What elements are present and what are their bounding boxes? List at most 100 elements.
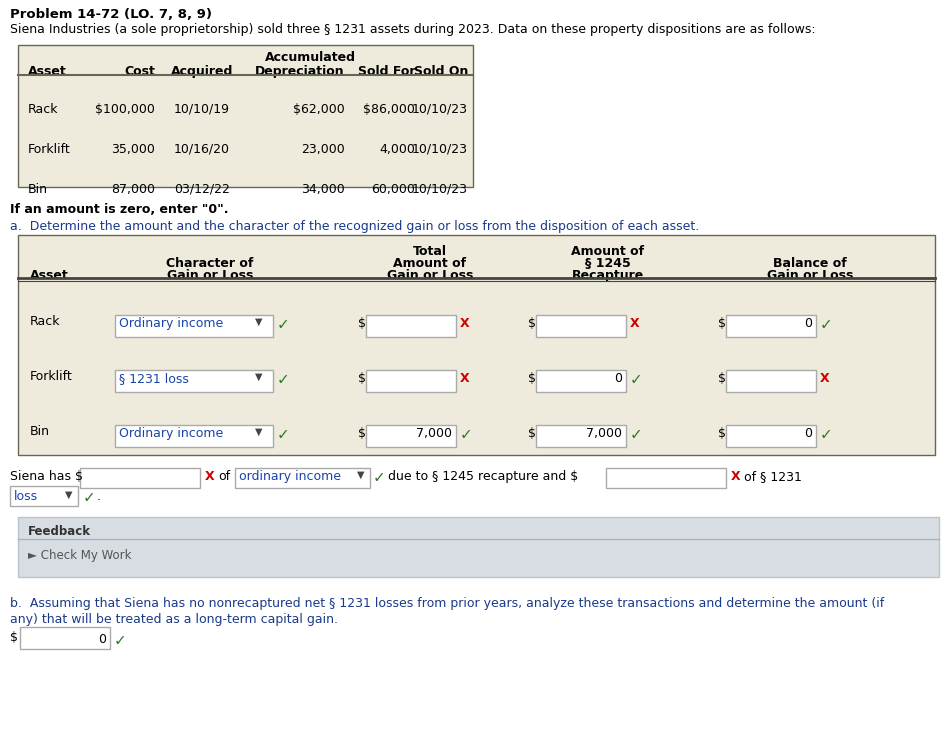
Text: Gain or Loss: Gain or Loss xyxy=(386,269,474,282)
FancyBboxPatch shape xyxy=(366,425,456,447)
Text: ▼: ▼ xyxy=(65,490,73,500)
Text: $: $ xyxy=(10,631,18,644)
FancyBboxPatch shape xyxy=(726,425,816,447)
Text: ▼: ▼ xyxy=(255,427,262,437)
FancyBboxPatch shape xyxy=(366,370,456,392)
Text: Ordinary income: Ordinary income xyxy=(119,427,223,440)
FancyBboxPatch shape xyxy=(536,370,626,392)
Text: Recapture: Recapture xyxy=(572,269,644,282)
Text: $: $ xyxy=(718,427,726,440)
Text: Feedback: Feedback xyxy=(28,525,91,538)
Text: a.  Determine the amount and the character of the recognized gain or loss from t: a. Determine the amount and the characte… xyxy=(10,220,699,233)
FancyBboxPatch shape xyxy=(726,370,816,392)
Text: $: $ xyxy=(718,372,726,385)
Text: 10/10/23: 10/10/23 xyxy=(412,183,468,196)
Text: Gain or Loss: Gain or Loss xyxy=(767,269,853,282)
FancyBboxPatch shape xyxy=(80,468,200,488)
FancyBboxPatch shape xyxy=(606,468,726,488)
Text: Amount of: Amount of xyxy=(393,257,467,270)
Text: X: X xyxy=(630,317,639,330)
Text: ✓: ✓ xyxy=(373,470,385,485)
Text: $: $ xyxy=(718,317,726,330)
Text: 7,000: 7,000 xyxy=(586,427,622,440)
Text: Siena Industries (a sole proprietorship) sold three § 1231 assets during 2023. D: Siena Industries (a sole proprietorship)… xyxy=(10,23,815,36)
Text: Depreciation: Depreciation xyxy=(256,65,345,78)
Text: ✓: ✓ xyxy=(83,490,96,505)
FancyBboxPatch shape xyxy=(235,468,370,488)
FancyBboxPatch shape xyxy=(366,315,456,337)
Text: 87,000: 87,000 xyxy=(111,183,155,196)
Text: ✓: ✓ xyxy=(820,427,832,442)
Text: ✓: ✓ xyxy=(820,317,832,332)
Text: § 1231 loss: § 1231 loss xyxy=(119,372,188,385)
Text: ✓: ✓ xyxy=(630,427,643,442)
Text: Amount of: Amount of xyxy=(571,245,645,258)
FancyBboxPatch shape xyxy=(115,370,273,392)
Text: Bin: Bin xyxy=(30,425,50,438)
Text: ✓: ✓ xyxy=(630,372,643,387)
FancyBboxPatch shape xyxy=(115,425,273,447)
Text: 03/12/22: 03/12/22 xyxy=(174,183,230,196)
Text: Ordinary income: Ordinary income xyxy=(119,317,223,330)
Text: 34,000: 34,000 xyxy=(301,183,345,196)
Text: X: X xyxy=(731,470,741,483)
Text: $100,000: $100,000 xyxy=(95,103,155,116)
Text: $: $ xyxy=(528,372,536,385)
Text: ✓: ✓ xyxy=(460,427,473,442)
Text: ✓: ✓ xyxy=(114,633,127,648)
Text: ✓: ✓ xyxy=(277,317,290,332)
Text: $: $ xyxy=(528,427,536,440)
FancyBboxPatch shape xyxy=(18,517,939,577)
Text: ▼: ▼ xyxy=(255,317,262,327)
FancyBboxPatch shape xyxy=(726,315,816,337)
Text: Forklift: Forklift xyxy=(30,370,73,383)
Text: b.  Assuming that Siena has no nonrecaptured net § 1231 losses from prior years,: b. Assuming that Siena has no nonrecaptu… xyxy=(10,597,884,610)
Text: Cost: Cost xyxy=(124,65,155,78)
Text: ✓: ✓ xyxy=(277,427,290,442)
Text: Asset: Asset xyxy=(28,65,66,78)
Text: Accumulated: Accumulated xyxy=(264,51,355,64)
Text: ▼: ▼ xyxy=(255,372,262,382)
Text: $: $ xyxy=(358,372,366,385)
Text: Bin: Bin xyxy=(28,183,48,196)
Text: 7,000: 7,000 xyxy=(416,427,452,440)
Text: 10/10/19: 10/10/19 xyxy=(174,103,230,116)
Text: ► Check My Work: ► Check My Work xyxy=(28,549,132,562)
Text: 4,000: 4,000 xyxy=(379,143,415,156)
Text: § 1245: § 1245 xyxy=(585,257,631,270)
Text: 10/10/23: 10/10/23 xyxy=(412,103,468,116)
Text: Acquired: Acquired xyxy=(170,65,233,78)
FancyBboxPatch shape xyxy=(10,486,78,506)
Text: 35,000: 35,000 xyxy=(111,143,155,156)
FancyBboxPatch shape xyxy=(18,45,473,187)
Text: loss: loss xyxy=(14,490,38,503)
Text: ▼: ▼ xyxy=(357,470,365,480)
Text: $: $ xyxy=(528,317,536,330)
Text: due to § 1245 recapture and $: due to § 1245 recapture and $ xyxy=(388,470,579,483)
Text: .: . xyxy=(97,490,101,503)
Text: 0: 0 xyxy=(98,633,106,646)
Text: 0: 0 xyxy=(804,317,812,330)
Text: $: $ xyxy=(358,317,366,330)
Text: 10/10/23: 10/10/23 xyxy=(412,143,468,156)
Text: Sold For: Sold For xyxy=(358,65,415,78)
Text: Character of: Character of xyxy=(167,257,254,270)
Text: ordinary income: ordinary income xyxy=(239,470,341,483)
Text: 60,000: 60,000 xyxy=(371,183,415,196)
Text: Total: Total xyxy=(413,245,447,258)
FancyBboxPatch shape xyxy=(536,425,626,447)
Text: of: of xyxy=(218,470,230,483)
Text: Forklift: Forklift xyxy=(28,143,71,156)
FancyBboxPatch shape xyxy=(536,315,626,337)
Text: of § 1231: of § 1231 xyxy=(744,470,802,483)
Text: X: X xyxy=(460,317,470,330)
Text: 0: 0 xyxy=(614,372,622,385)
FancyBboxPatch shape xyxy=(20,627,110,649)
Text: 10/16/20: 10/16/20 xyxy=(174,143,230,156)
FancyBboxPatch shape xyxy=(18,235,935,455)
Text: Problem 14-72 (LO. 7, 8, 9): Problem 14-72 (LO. 7, 8, 9) xyxy=(10,8,212,21)
Text: Gain or Loss: Gain or Loss xyxy=(167,269,253,282)
Text: Siena has $: Siena has $ xyxy=(10,470,83,483)
Text: $: $ xyxy=(358,427,366,440)
Text: If an amount is zero, enter "0".: If an amount is zero, enter "0". xyxy=(10,203,228,216)
